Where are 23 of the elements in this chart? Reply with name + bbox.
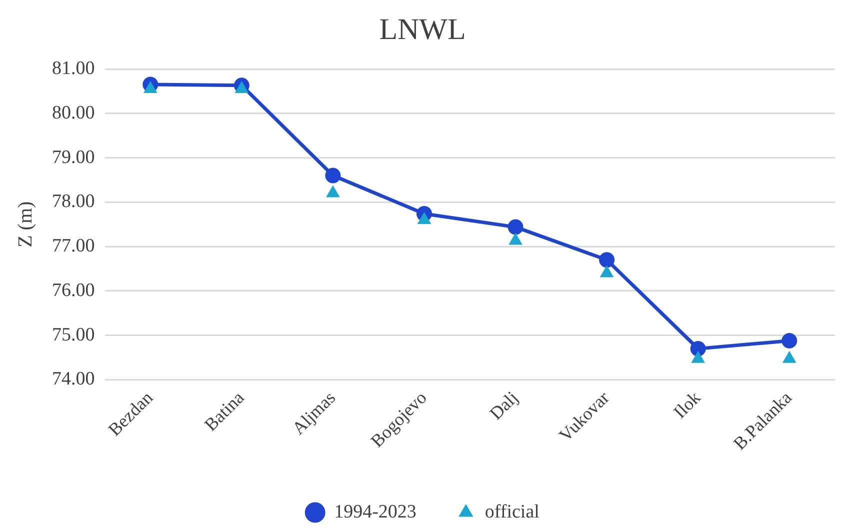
y-tick-label: 80.00	[52, 102, 95, 124]
y-tick-label: 81.00	[52, 58, 95, 79]
point	[782, 350, 796, 363]
y-tick-label: 74.00	[52, 368, 95, 390]
y-tick-label: 75.00	[52, 324, 95, 346]
point	[508, 232, 522, 245]
point	[691, 350, 706, 363]
point	[417, 212, 432, 224]
chart-title: LNWL	[379, 12, 466, 46]
x-tick-label: Dalj	[486, 387, 522, 424]
legend-label: 1994-2023	[334, 501, 416, 522]
point	[600, 265, 614, 278]
y-axis-title: Z (m)	[14, 201, 36, 248]
point	[508, 219, 524, 235]
point	[599, 252, 615, 268]
point	[325, 168, 341, 184]
y-tick-label: 77.00	[52, 236, 95, 257]
y-tick-label: 76.00	[52, 280, 95, 301]
y-tick-label: 78.00	[52, 191, 95, 212]
y-tick-label: 79.00	[52, 146, 95, 168]
point	[326, 185, 340, 198]
x-tick-label: Ilok	[670, 387, 704, 422]
legend-label: official	[484, 501, 540, 522]
